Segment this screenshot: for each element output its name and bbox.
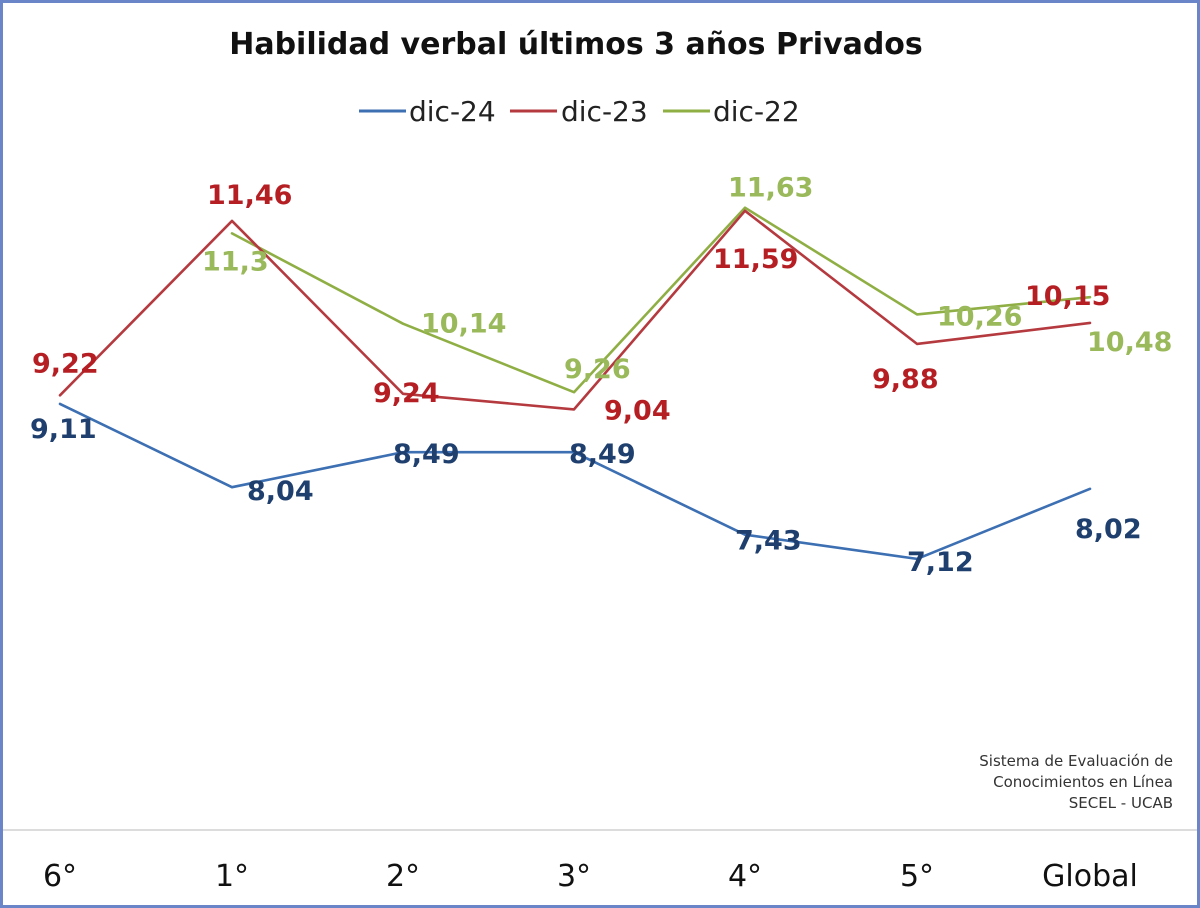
- x-axis-labels: 6° 1° 2° 3° 4° 5° Global: [43, 859, 1138, 894]
- data-labels: 9,11 8,04 8,49 8,49 7,43 7,12 8,02 9,22 11,46 9,2…: [30, 173, 1172, 578]
- series-line-dic-22: [230, 206, 1092, 394]
- legend-label-dic-23: dic-23: [561, 95, 648, 128]
- data-label-dic-24-1: 8,04: [247, 476, 314, 507]
- data-label-dic-22-2: 10,14: [421, 309, 506, 340]
- data-label-dic-24-4: 7,43: [735, 526, 802, 557]
- legend-label-dic-24: dic-24: [409, 95, 496, 128]
- data-label-dic-23-1: 11,46: [207, 180, 292, 211]
- data-label-dic-23-3: 9,04: [604, 395, 671, 426]
- x-tick-label-3: 3°: [557, 859, 591, 894]
- legend-label-dic-22: dic-22: [713, 95, 800, 128]
- series-line-dic-24: [58, 402, 1092, 561]
- data-label-dic-23-0: 9,22: [32, 348, 99, 379]
- x-tick-label-6: Global: [1042, 859, 1138, 894]
- data-label-dic-22-4: 11,63: [728, 173, 813, 204]
- x-tick-label-0: 6°: [43, 859, 77, 894]
- data-label-dic-23-5: 9,88: [872, 364, 939, 395]
- credit-line-3: SECEL - UCAB: [1069, 794, 1173, 812]
- x-tick-label-1: 1°: [215, 859, 249, 894]
- chart-title: Habilidad verbal últimos 3 años Privados: [229, 27, 923, 62]
- series-lines: [58, 206, 1092, 561]
- data-label-dic-22-6: 10,48: [1087, 327, 1172, 358]
- data-label-dic-22-5: 10,26: [937, 301, 1022, 332]
- data-label-dic-24-0: 9,11: [30, 414, 97, 445]
- data-label-dic-24-5: 7,12: [907, 547, 974, 578]
- legend: dic-24 dic-23 dic-22: [359, 95, 800, 128]
- data-label-dic-24-6: 8,02: [1075, 514, 1142, 545]
- x-tick-label-4: 4°: [728, 859, 762, 894]
- data-label-dic-24-3: 8,49: [569, 439, 636, 470]
- data-label-dic-23-4: 11,59: [713, 244, 798, 275]
- x-tick-label-5: 5°: [900, 859, 934, 894]
- series-line-dic-23: [58, 209, 1092, 411]
- data-label-dic-22-1: 11,3: [202, 246, 269, 277]
- credit-note: Sistema de Evaluación de Conocimientos e…: [979, 752, 1173, 812]
- data-label-dic-24-2: 8,49: [393, 439, 460, 470]
- data-label-dic-23-2: 9,24: [373, 378, 440, 409]
- data-label-dic-22-3: 9,26: [564, 354, 631, 385]
- data-label-dic-23-6: 10,15: [1025, 281, 1110, 312]
- line-chart: Habilidad verbal últimos 3 años Privados…: [3, 27, 1197, 894]
- credit-line-1: Sistema de Evaluación de: [979, 752, 1173, 770]
- credit-line-2: Conocimientos en Línea: [993, 773, 1173, 791]
- x-tick-label-2: 2°: [386, 859, 420, 894]
